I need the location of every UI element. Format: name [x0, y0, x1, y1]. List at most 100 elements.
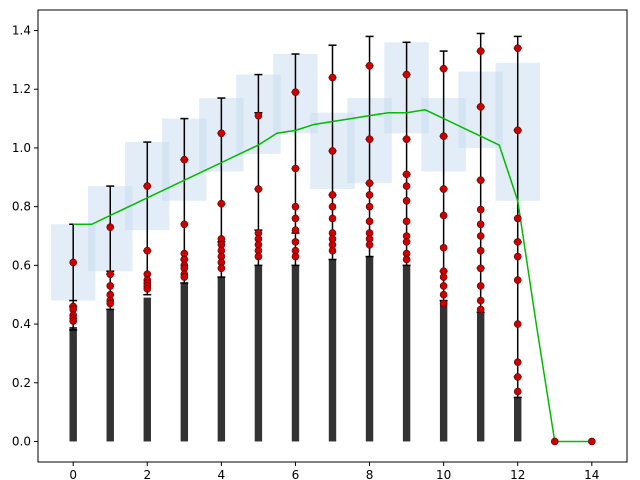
line-group — [73, 109, 592, 443]
data-point — [402, 170, 411, 179]
data-point — [439, 185, 448, 193]
data-point — [439, 299, 448, 308]
data-point — [439, 64, 448, 73]
data-point — [328, 191, 337, 199]
data-point — [513, 276, 522, 284]
data-point — [439, 132, 448, 141]
bar — [217, 277, 226, 442]
y-tick-label: 0.0 — [12, 434, 31, 448]
y-tick-label: 1.0 — [12, 141, 31, 155]
y-tick-label: 1.4 — [12, 24, 31, 38]
data-point — [217, 199, 226, 208]
data-point — [69, 258, 77, 267]
bar-group — [69, 256, 522, 442]
data-point — [402, 196, 411, 205]
data-point — [365, 191, 374, 199]
y-tick-label: 0.8 — [12, 200, 31, 214]
x-tick-label: 6 — [292, 468, 300, 480]
x-tick-label: 10 — [436, 468, 451, 480]
data-point — [328, 202, 337, 211]
bar — [439, 300, 448, 442]
y-tick-label: 1.2 — [12, 82, 31, 96]
bar — [402, 265, 411, 442]
x-tick-label: 14 — [584, 468, 599, 480]
data-point — [365, 202, 374, 211]
data-point — [513, 358, 522, 367]
y-axis: 0.0 0.2 0.4 0.6 0.8 1.0 1.2 1.4 — [12, 24, 38, 448]
data-point — [402, 255, 411, 264]
data-point — [291, 202, 300, 211]
data-point — [513, 44, 522, 52]
x-tick-label: 4 — [218, 468, 226, 480]
data-point — [291, 226, 300, 234]
bar — [106, 309, 114, 442]
plot-frame — [37, 9, 628, 463]
data-point — [328, 73, 337, 82]
data-point — [550, 437, 559, 446]
data-point — [328, 147, 337, 155]
data-point — [402, 135, 411, 143]
data-point — [217, 264, 226, 273]
data-point — [513, 320, 522, 328]
data-point — [365, 217, 374, 226]
data-point — [291, 214, 300, 223]
data-point — [106, 223, 115, 231]
data-point — [291, 88, 300, 96]
data-point — [476, 296, 485, 305]
data-point — [476, 232, 485, 240]
data-point — [439, 243, 448, 252]
data-point — [291, 252, 300, 261]
data-point — [513, 238, 522, 246]
y-tick-label: 0.6 — [12, 258, 31, 272]
data-point — [365, 135, 374, 143]
data-point — [402, 238, 411, 246]
data-point — [254, 252, 263, 261]
y-tick-label: 0.4 — [12, 317, 31, 331]
data-point — [365, 61, 374, 70]
data-point — [106, 299, 115, 308]
data-point — [476, 103, 485, 111]
data-point — [439, 290, 448, 299]
data-point — [439, 282, 448, 290]
data-point — [106, 282, 115, 290]
data-point — [217, 129, 226, 138]
data-point — [402, 182, 411, 190]
data-point — [513, 373, 522, 381]
data-point — [476, 305, 485, 314]
bar — [365, 256, 374, 442]
data-point — [513, 214, 522, 223]
data-point — [328, 214, 337, 223]
bar — [291, 265, 300, 442]
data-point — [180, 155, 189, 164]
data-point — [439, 211, 448, 220]
x-tick-label: 12 — [510, 468, 525, 480]
data-point — [402, 70, 411, 79]
data-point — [143, 285, 152, 293]
data-point — [365, 179, 374, 187]
data-point — [291, 164, 300, 173]
data-point — [476, 47, 485, 55]
data-point — [476, 176, 485, 185]
data-point — [143, 246, 152, 255]
x-tick-label: 8 — [366, 468, 374, 480]
x-axis: 0 2 4 6 8 10 12 14 — [69, 462, 599, 480]
bar — [69, 326, 77, 442]
bar — [143, 297, 151, 442]
data-point — [513, 126, 522, 135]
data-point — [439, 273, 448, 281]
data-point — [69, 317, 77, 325]
data-point — [180, 220, 189, 229]
data-point — [476, 205, 485, 214]
bar — [254, 265, 263, 442]
bar — [514, 397, 522, 442]
data-point — [291, 238, 300, 246]
data-point — [143, 182, 152, 190]
data-point — [254, 185, 263, 193]
y-tick-label: 0.2 — [12, 376, 31, 390]
data-point — [513, 387, 522, 396]
data-point — [106, 270, 115, 278]
bar — [180, 282, 189, 442]
point-group — [69, 44, 596, 446]
data-point — [365, 241, 374, 249]
